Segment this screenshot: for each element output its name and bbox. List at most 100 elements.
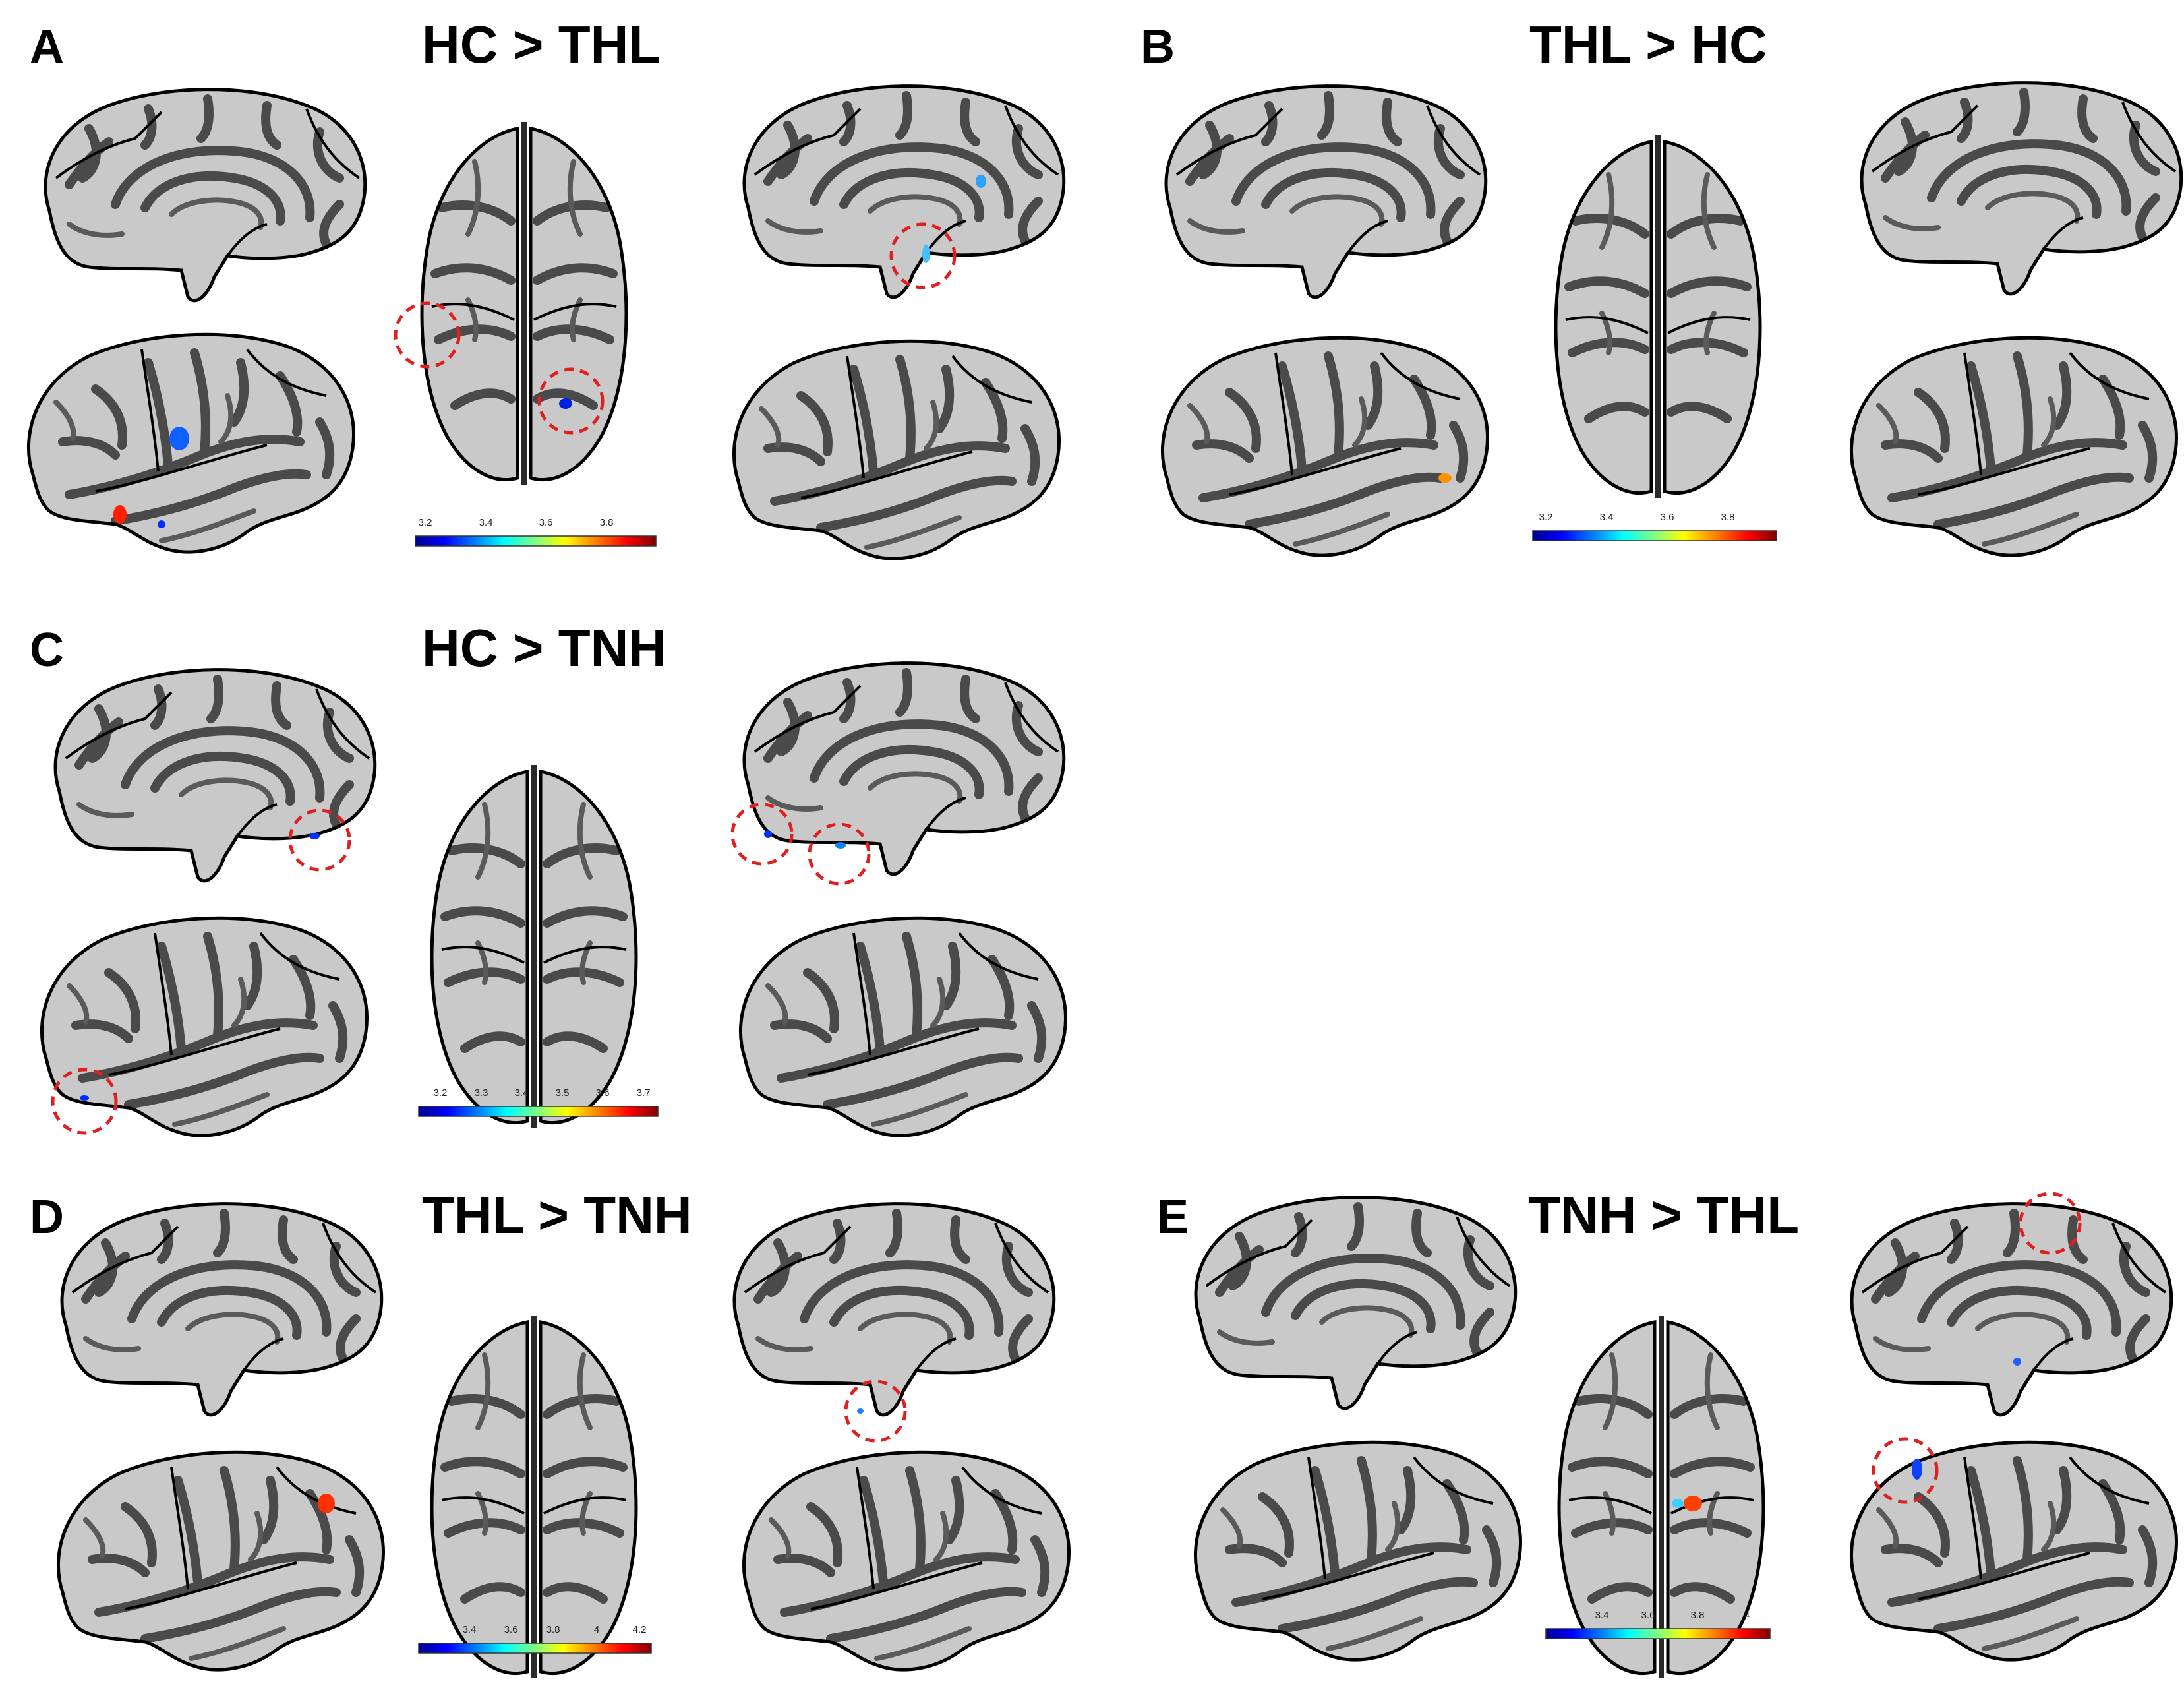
highlight-ring bbox=[889, 222, 957, 289]
panel-title: HC > TNH bbox=[422, 619, 666, 677]
brain-dorsal bbox=[432, 765, 636, 1128]
panel-d: D THL > TNH 3.4 3.6 3.8 4 4.2 bbox=[30, 1186, 1069, 1678]
colorbar: 3.2 3.4 3.6 3.8 bbox=[415, 517, 657, 547]
colorbar-tick-label: 3.4 bbox=[463, 1624, 477, 1635]
activation-blob bbox=[169, 427, 189, 450]
brain-lateral-right bbox=[1851, 338, 2176, 555]
highlight-ring bbox=[2019, 1192, 2082, 1255]
activation-blob bbox=[835, 842, 846, 849]
colorbar-tick-label: 3.2 bbox=[434, 1087, 448, 1099]
colorbar-tick-label: 3.4 bbox=[515, 1087, 529, 1099]
brain-dorsal bbox=[422, 122, 626, 485]
activation-blob bbox=[559, 398, 572, 409]
brain-medial-right bbox=[1862, 83, 2181, 294]
colorbar-tick-label: 4.2 bbox=[633, 1624, 647, 1635]
colorbar-tick-label: 3.4 bbox=[479, 517, 493, 528]
colorbar: 3.2 3.4 3.6 3.8 bbox=[1532, 512, 1777, 541]
activation-blob bbox=[976, 175, 986, 188]
brain-medial-right bbox=[744, 86, 1064, 297]
panel-e: E TNH > THL 3.4 3.6 3.8 4 bbox=[1157, 1186, 2177, 1678]
colorbar-tick-label: 3.8 bbox=[1721, 512, 1735, 523]
brain-medial-right bbox=[734, 1204, 1054, 1415]
brain-lateral-left bbox=[28, 334, 353, 552]
colorbar-frame bbox=[1532, 530, 1777, 541]
panel-letter: B bbox=[1140, 20, 1175, 73]
colorbar-tick-label: 3.8 bbox=[600, 517, 614, 528]
panel-letter: C bbox=[30, 624, 64, 677]
panel-letter: E bbox=[1157, 1191, 1189, 1244]
panel-letter: A bbox=[30, 20, 64, 73]
panel-a: A HC > THL 3.2 3.4 3.6 3.8 bbox=[28, 15, 1063, 559]
colorbar-tick-label: 4 bbox=[594, 1624, 599, 1635]
colorbar-tick-label: 3.6 bbox=[1661, 512, 1674, 523]
panel-c: C HC > TNH 3.2 3.3 3.4 3.5 3.6 3.7 bbox=[30, 619, 1066, 1136]
activation-blob bbox=[857, 1408, 864, 1414]
colorbar-tick-label: 3.8 bbox=[1691, 1610, 1705, 1621]
colorbar-gradient bbox=[1533, 531, 1777, 541]
colorbar-tick-label: 3.4 bbox=[1595, 1610, 1609, 1621]
colorbar-gradient bbox=[419, 1643, 651, 1653]
colorbar-tick-label: 3.6 bbox=[596, 1087, 610, 1099]
colorbar-tick-label: 3.2 bbox=[419, 517, 432, 528]
activation-blob bbox=[1438, 473, 1452, 483]
brain-lateral-right bbox=[734, 341, 1059, 559]
brain-medial-left bbox=[62, 1204, 382, 1415]
activation-blob bbox=[318, 1494, 335, 1513]
activation-blob bbox=[764, 830, 772, 838]
brain-medial-left bbox=[1196, 1197, 1516, 1408]
panel-title: THL > TNH bbox=[422, 1186, 692, 1244]
highlight-ring bbox=[537, 367, 605, 435]
activation-blob bbox=[309, 833, 320, 839]
colorbar-gradient bbox=[1546, 1629, 1770, 1639]
panel-title: HC > THL bbox=[422, 15, 661, 74]
colorbar-tick-label: 3.5 bbox=[556, 1087, 570, 1099]
activation-blob bbox=[1912, 1459, 1922, 1480]
colorbar-tick-label: 3.8 bbox=[546, 1624, 560, 1635]
colorbar-tick-label: 4 bbox=[1744, 1610, 1750, 1621]
colorbar-tick-label: 3.6 bbox=[539, 517, 553, 528]
activation-blob bbox=[922, 245, 930, 263]
colorbar-gradient bbox=[419, 1106, 658, 1116]
activation-blob bbox=[2013, 1358, 2021, 1366]
brain-lateral-left bbox=[1195, 1442, 1520, 1660]
panel-letter: D bbox=[30, 1191, 64, 1244]
colorbar: 3.2 3.3 3.4 3.5 3.6 3.7 bbox=[418, 1087, 659, 1117]
highlight-ring bbox=[288, 808, 351, 872]
highlight-ring bbox=[808, 822, 871, 886]
panel-title: TNH > THL bbox=[1528, 1186, 1799, 1244]
panel-title: THL > HC bbox=[1529, 15, 1767, 74]
brain-lateral-right bbox=[1851, 1442, 2176, 1660]
brain-dorsal bbox=[1559, 1316, 1763, 1678]
panel-b: B THL > HC 3.2 3.4 3.6 3.8 bbox=[1140, 15, 2181, 555]
highlight-ring bbox=[394, 301, 461, 369]
activation-blob bbox=[113, 505, 127, 524]
brain-medial-right bbox=[1852, 1204, 2171, 1415]
highlight-ring bbox=[844, 1379, 907, 1443]
brain-medial-left bbox=[55, 670, 375, 881]
colorbar-tick-label: 3.2 bbox=[1539, 512, 1553, 523]
brain-lateral-right bbox=[744, 1452, 1069, 1670]
brain-lateral-left bbox=[42, 918, 367, 1136]
brain-lateral-right bbox=[740, 918, 1065, 1136]
highlight-ring bbox=[51, 1068, 118, 1135]
colorbar-gradient bbox=[415, 536, 656, 546]
colorbar-tick-label: 3.4 bbox=[1600, 512, 1614, 523]
colorbar-frame bbox=[415, 535, 657, 547]
activation-blob bbox=[1672, 1499, 1684, 1508]
colorbar-frame bbox=[418, 1643, 652, 1654]
brain-lateral-left bbox=[58, 1452, 383, 1670]
colorbar-tick-label: 3.3 bbox=[475, 1087, 488, 1099]
activation-blob bbox=[1684, 1496, 1702, 1511]
colorbar-tick-label: 3.7 bbox=[637, 1087, 651, 1099]
activation-blob bbox=[158, 520, 165, 528]
highlight-ring bbox=[1872, 1437, 1939, 1504]
brain-lateral-left bbox=[1162, 338, 1487, 555]
activation-blob bbox=[80, 1095, 89, 1101]
highlight-ring bbox=[730, 803, 794, 866]
colorbar-frame bbox=[418, 1106, 659, 1117]
colorbar-tick-label: 3.6 bbox=[504, 1624, 518, 1635]
colorbar-frame bbox=[1545, 1628, 1771, 1639]
brain-medial-left bbox=[1166, 86, 1486, 297]
colorbar-tick-label: 3.6 bbox=[1641, 1610, 1655, 1621]
